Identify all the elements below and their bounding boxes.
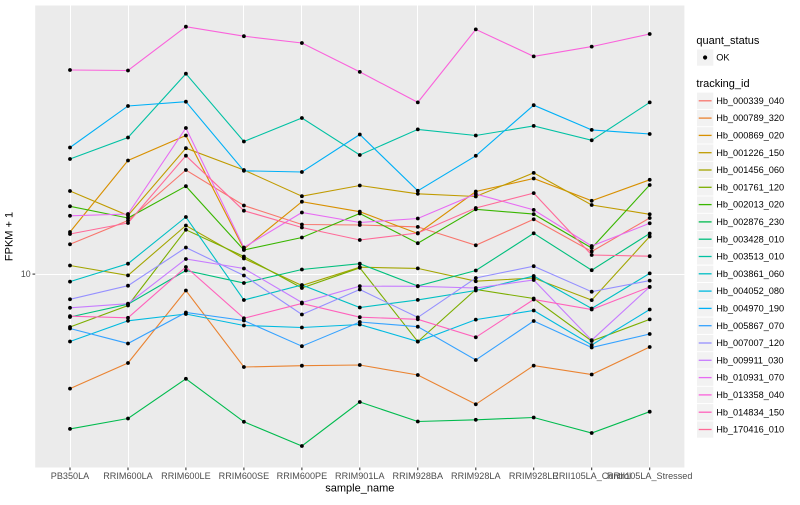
svg-text:10: 10: [21, 269, 31, 279]
svg-text:Hb_014834_150: Hb_014834_150: [716, 407, 784, 417]
svg-text:Hb_002876_230: Hb_002876_230: [716, 217, 784, 227]
svg-text:Hb_001226_150: Hb_001226_150: [716, 148, 784, 158]
svg-text:RRIM928LA: RRIM928LA: [451, 471, 501, 481]
svg-text:Hb_005867_070: Hb_005867_070: [716, 321, 784, 331]
svg-text:RRIM600PE: RRIM600PE: [277, 471, 328, 481]
svg-text:RRII105LA_Control: RRII105LA_Control: [552, 471, 631, 481]
svg-text:Hb_001761_120: Hb_001761_120: [716, 182, 784, 192]
svg-text:Hb_000869_020: Hb_000869_020: [716, 131, 784, 141]
svg-text:PB350LA: PB350LA: [51, 471, 90, 481]
svg-text:Hb_007007_120: Hb_007007_120: [716, 338, 784, 348]
svg-text:RRIM928LE: RRIM928LE: [509, 471, 559, 481]
svg-text:FPKM + 1: FPKM + 1: [4, 212, 16, 261]
svg-text:quant_status: quant_status: [696, 35, 759, 47]
svg-text:RRII105LA_Stressed: RRII105LA_Stressed: [607, 471, 692, 481]
svg-text:Hb_003428_010: Hb_003428_010: [716, 234, 784, 244]
svg-text:Hb_004970_190: Hb_004970_190: [716, 304, 784, 314]
svg-text:Hb_001456_060: Hb_001456_060: [716, 165, 784, 175]
svg-text:Hb_003513_010: Hb_003513_010: [716, 252, 784, 262]
svg-text:Hb_004052_080: Hb_004052_080: [716, 286, 784, 296]
svg-text:RRIM901LA: RRIM901LA: [335, 471, 385, 481]
svg-text:Hb_013358_040: Hb_013358_040: [716, 390, 784, 400]
svg-text:tracking_id: tracking_id: [696, 78, 749, 90]
svg-text:Hb_002013_020: Hb_002013_020: [716, 200, 784, 210]
svg-text:Hb_000789_320: Hb_000789_320: [716, 113, 784, 123]
svg-text:Hb_000339_040: Hb_000339_040: [716, 96, 784, 106]
svg-text:RRIM928BA: RRIM928BA: [393, 471, 444, 481]
svg-text:RRIM600LA: RRIM600LA: [103, 471, 153, 481]
svg-text:Hb_010931_070: Hb_010931_070: [716, 373, 784, 383]
svg-text:RRIM600SE: RRIM600SE: [219, 471, 270, 481]
svg-text:OK: OK: [716, 53, 730, 63]
svg-text:Hb_009911_030: Hb_009911_030: [716, 355, 783, 365]
svg-text:RRIM600LE: RRIM600LE: [161, 471, 211, 481]
svg-text:Hb_170416_010: Hb_170416_010: [716, 425, 784, 435]
svg-text:Hb_003861_060: Hb_003861_060: [716, 269, 784, 279]
svg-text:sample_name: sample_name: [325, 483, 394, 495]
